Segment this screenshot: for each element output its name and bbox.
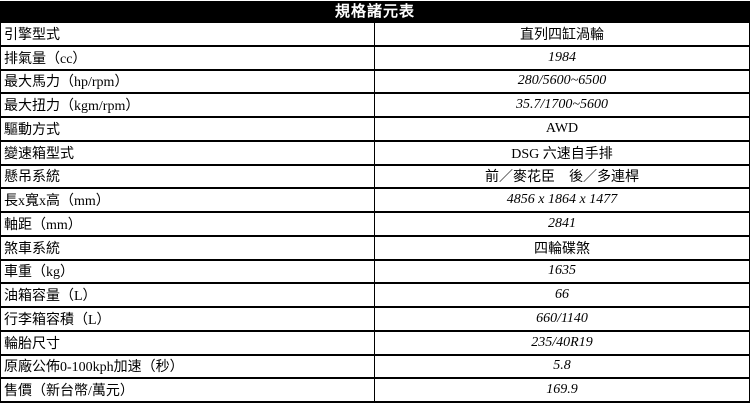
spec-value: 280/5600~6500: [517, 73, 607, 89]
table-row: 變速箱型式 DSG 六速自手排: [1, 141, 749, 166]
table-body: 引擎型式 直列四缸渦輪 排氣量（cc） 1984 最大馬力（hp/rpm） 28…: [0, 23, 750, 403]
spec-label: 行李箱容積（L）: [1, 308, 375, 330]
spec-value: 直列四缸渦輪: [520, 27, 604, 43]
table-row: 最大扭力（kgm/rpm） 35.7/1700~5600: [1, 94, 749, 118]
spec-label: 變速箱型式: [1, 141, 375, 164]
table-row: 最大馬力（hp/rpm） 280/5600~6500: [1, 70, 749, 95]
spec-value: 2841: [548, 215, 576, 231]
table-row: 輪胎尺寸 235/40R19: [1, 331, 749, 356]
spec-label: 輪胎尺寸: [1, 331, 375, 354]
table-row: 油箱容量（L） 66: [1, 284, 749, 308]
spec-value: 1984: [548, 49, 576, 65]
table-row: 車重（kg） 1635: [1, 260, 749, 285]
spec-value: 235/40R19: [531, 334, 593, 350]
spec-value: 169.9: [546, 382, 578, 398]
spec-label: 最大扭力（kgm/rpm）: [1, 94, 375, 116]
spec-label: 售價（新台幣/萬元）: [1, 379, 375, 401]
table-row: 長x寬x高（mm） 4856 x 1864 x 1477: [1, 189, 749, 213]
spec-value: AWD: [545, 120, 579, 136]
spec-value: DSG 六速自手排: [511, 146, 613, 162]
table-row: 原廠公佈0-100kph加速（秒） 5.8: [1, 355, 749, 380]
spec-value: 4856 x 1864 x 1477: [506, 192, 618, 208]
spec-label: 長x寬x高（mm）: [1, 189, 375, 211]
table-row: 售價（新台幣/萬元） 169.9: [1, 379, 749, 403]
spec-label: 排氣量（cc）: [1, 46, 375, 69]
table-row: 煞車系統 四輪碟煞: [1, 236, 749, 261]
table-title: 規格諸元表: [0, 1, 750, 23]
spec-label: 最大馬力（hp/rpm）: [1, 70, 375, 93]
table-row: 懸吊系統 前／麥花臣 後／多連桿: [1, 165, 749, 190]
table-row: 引擎型式 直列四缸渦輪: [1, 23, 749, 47]
table-row: 軸距（mm） 2841: [1, 213, 749, 237]
spec-value: 5.8: [553, 358, 571, 374]
spec-label: 原廠公佈0-100kph加速（秒）: [1, 355, 375, 378]
spec-label: 懸吊系統: [1, 165, 375, 188]
table-row: 驅動方式 AWD: [1, 118, 749, 142]
spec-value: 660/1140: [536, 310, 588, 326]
spec-value: 前／麥花臣 後／多連桿: [485, 170, 639, 186]
spec-label: 煞車系統: [1, 236, 375, 259]
spec-value: 35.7/1700~5600: [516, 97, 608, 113]
table-row: 行李箱容積（L） 660/1140: [1, 308, 749, 332]
spec-value: 66: [555, 287, 569, 303]
spec-label: 引擎型式: [1, 23, 375, 45]
spec-label: 車重（kg）: [1, 260, 375, 283]
spec-label: 驅動方式: [1, 118, 375, 140]
table-row: 排氣量（cc） 1984: [1, 46, 749, 71]
spec-value: 1635: [548, 263, 576, 279]
spec-label: 油箱容量（L）: [1, 284, 375, 306]
spec-label: 軸距（mm）: [1, 213, 375, 235]
spec-value: 四輪碟煞: [534, 241, 590, 257]
